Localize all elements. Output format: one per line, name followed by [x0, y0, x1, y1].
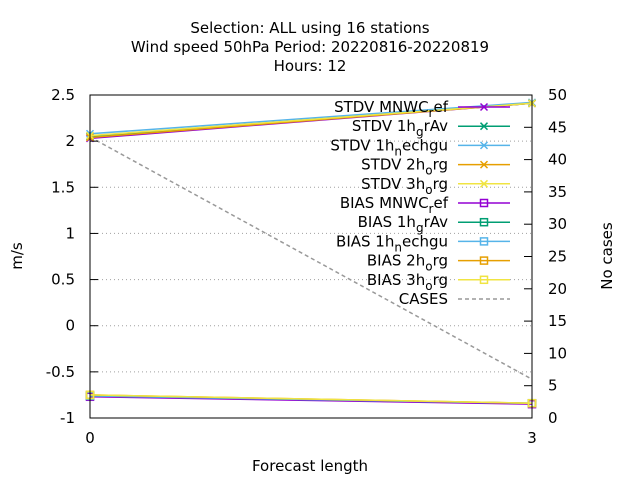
y2-tick-label: 30 [548, 215, 567, 233]
legend-label: STDV 1hnechgu [330, 136, 448, 158]
y2-tick-label: 45 [548, 118, 567, 136]
chart-title-line-1: Selection: ALL using 16 stations [190, 19, 429, 37]
legend-entry: BIAS MNWCref [340, 194, 510, 216]
legend-entry: STDV 3horg [361, 175, 510, 197]
chart-title: Selection: ALL using 16 stations Wind sp… [131, 19, 489, 75]
y2-tick-label: 35 [548, 183, 567, 201]
legend-entry: STDV 2horg [361, 156, 510, 178]
y2-tick-label: 50 [548, 86, 567, 104]
legend-label: BIAS 1hgrAv [358, 213, 449, 235]
point-marker-cross [479, 122, 489, 131]
grid [90, 140, 532, 373]
y2-tick-label: 10 [548, 344, 567, 362]
series-line [89, 394, 533, 404]
legend-label: STDV MNWCref [334, 98, 449, 120]
series-line [89, 396, 533, 405]
y-tick-label: -0.5 [46, 363, 75, 381]
series-line [89, 102, 533, 137]
point-marker-cross [479, 160, 489, 169]
legend-label: STDV 1hgrAv [352, 117, 448, 139]
point-marker-square [479, 275, 489, 285]
plot-frame [89, 94, 533, 419]
y2-tick-label: 5 [548, 377, 558, 395]
legend-entry: STDV MNWCref [334, 98, 510, 120]
marker-stroke [479, 160, 489, 169]
y-tick-label: 2.5 [51, 86, 75, 104]
legend-entry: BIAS 2horg [367, 252, 510, 274]
y-tick-label: 0 [65, 317, 75, 335]
legend-entry: BIAS 1hnechgu [336, 232, 510, 254]
chart-title-line-3: Hours: 12 [274, 57, 347, 75]
y-tick-label: 1.5 [51, 178, 75, 196]
y2-axis-label: No cases [598, 222, 616, 290]
y-tick-label: 0.5 [51, 271, 75, 289]
x-tick-label: 0 [85, 429, 95, 447]
cases-series-group [89, 136, 533, 380]
legend-label: STDV 2horg [361, 156, 448, 178]
y-axis-label: m/s [8, 242, 26, 270]
y2-tick-label: 40 [548, 151, 567, 169]
legend-entry: BIAS 1hgrAv [358, 213, 510, 235]
legend-entry: STDV 1hgrAv [352, 117, 510, 139]
x-axis-label: Forecast length [252, 457, 368, 475]
legend-entry: BIAS 3horg [367, 271, 510, 293]
legend-label: STDV 3horg [361, 175, 448, 197]
x-tick-label: 3 [527, 429, 537, 447]
legend-entry: CASES [399, 290, 510, 308]
point-marker-cross [479, 179, 489, 188]
point-marker-cross [479, 141, 489, 150]
y2-tick-label: 20 [548, 280, 567, 298]
legend-entry: STDV 1hnechgu [330, 136, 510, 158]
point-marker-square [479, 198, 489, 208]
y2-tick-label: 15 [548, 312, 567, 330]
marker-stroke [479, 179, 489, 188]
y2-tick-label: 25 [548, 248, 567, 266]
y2-tick-label: 0 [548, 409, 558, 427]
legend-label: BIAS 2horg [367, 252, 448, 274]
marker-stroke [479, 122, 489, 131]
legend-label: BIAS 3horg [367, 271, 448, 293]
chart-title-line-2: Wind speed 50hPa Period: 20220816-202208… [131, 38, 489, 56]
y-tick-label: 2 [65, 132, 75, 150]
point-marker-square [479, 217, 489, 227]
point-marker-cross [479, 102, 489, 112]
legend-label: CASES [399, 290, 448, 308]
marker-stroke [479, 102, 489, 112]
point-marker-square [479, 237, 489, 246]
y-tick-label: -1 [60, 409, 75, 427]
legend-label: BIAS MNWCref [340, 194, 449, 216]
y-tick-label: 1 [65, 224, 75, 242]
marker-stroke [479, 141, 489, 150]
legend-label: BIAS 1hnechgu [336, 232, 448, 254]
series-line [89, 136, 533, 380]
point-marker-square [479, 256, 489, 265]
